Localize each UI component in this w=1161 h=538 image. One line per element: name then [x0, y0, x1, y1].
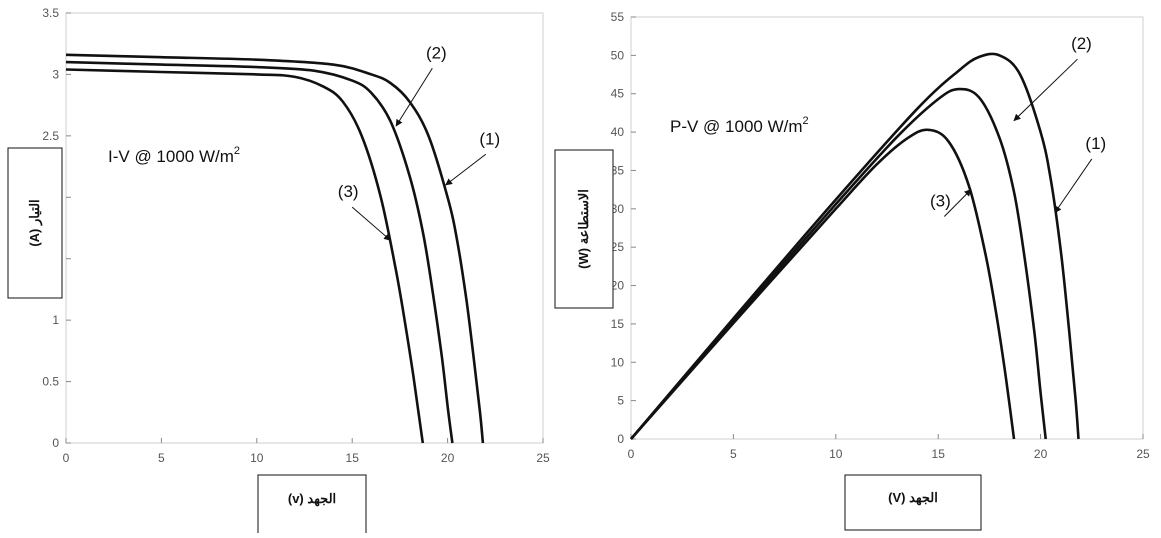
pv-annotation-arrow-3	[943, 189, 972, 217]
iv-y-label: التيار (A)	[27, 199, 43, 246]
pv-x-tick-label: 15	[932, 447, 946, 461]
pv-curves	[630, 52, 1080, 440]
iv-x-label-box: الجهد (v)	[257, 474, 367, 538]
iv-x-tick-label: 5	[158, 451, 165, 465]
pv-y-tick-label: 50	[611, 48, 625, 62]
iv-series-line-3	[65, 68, 425, 444]
iv-series-line-1	[65, 53, 485, 444]
iv-curve-label-2: (2)	[426, 43, 447, 62]
pv-series-line-3	[630, 128, 1016, 440]
pv-x-label-box: الجهد (V)	[844, 474, 982, 531]
pv-axes	[630, 16, 1144, 440]
pv-y-tick-label: 10	[611, 355, 625, 369]
pv-x-tick-label: 10	[829, 447, 843, 461]
iv-x-tick-label: 20	[441, 451, 455, 465]
iv-curve-annotations: (1) (2) (3)	[338, 43, 500, 241]
pv-x-tick-label: 5	[730, 447, 737, 461]
iv-x-tick-label: 0	[63, 451, 70, 465]
pv-curve-annotations: (1) (2) (3)	[930, 34, 1106, 217]
iv-plot-frame	[65, 12, 544, 444]
iv-y-tick-label: 0	[52, 436, 59, 450]
iv-x-tick-label: 25	[536, 451, 550, 465]
iv-axes	[65, 12, 544, 444]
iv-curve-label-3: (3)	[338, 182, 359, 201]
pv-chart: 0 5 10 15 20 25 0 5 10 15 20 25 30 35 40 45 50 55 (1) (2)…	[554, 10, 1150, 531]
pv-x-tick-label: 20	[1034, 447, 1048, 461]
iv-x-ticks: 0 5 10 15 20 25	[63, 438, 550, 465]
pv-y-tick-label: 45	[611, 87, 625, 101]
iv-y-label-box: التيار (A)	[7, 147, 63, 299]
pv-y-tick-label: 15	[611, 317, 625, 331]
iv-annotation-arrow-1	[445, 153, 487, 186]
pv-y-label: الاستطاعة (W)	[576, 189, 591, 269]
pv-x-tick-label: 25	[1136, 447, 1150, 461]
pv-x-tick-label: 0	[628, 447, 635, 461]
iv-curves	[65, 53, 485, 444]
pv-y-tick-label: 55	[611, 10, 625, 24]
pv-x-ticks: 0 5 10 15 20 25	[628, 434, 1150, 461]
pv-curve-label-3: (3)	[930, 191, 951, 210]
iv-y-tick-label: 1	[52, 313, 59, 327]
iv-x-label: الجهد (v)	[288, 491, 336, 507]
pv-y-tick-label: 35	[611, 163, 625, 177]
iv-x-tick-label: 10	[250, 451, 264, 465]
pv-series-line-1	[630, 52, 1080, 440]
pv-series-line-2	[630, 87, 1047, 440]
pv-plot-frame	[630, 16, 1144, 440]
iv-x-tick-label: 15	[346, 451, 360, 465]
iv-series-line-2	[65, 60, 454, 444]
pv-y-tick-label: 30	[611, 202, 625, 216]
iv-y-tick-label: 0.5	[42, 375, 59, 389]
pv-curve-label-1: (1)	[1085, 134, 1106, 153]
iv-annotation-title: I-V @ 1000 W/m2	[108, 145, 240, 166]
iv-curve-label-1: (1)	[479, 129, 500, 148]
iv-y-tick-label: 3	[52, 67, 59, 81]
iv-y-tick-label: 2.5	[42, 129, 59, 143]
pv-y-tick-label: 25	[611, 240, 625, 254]
pv-x-label: الجهد (V)	[888, 490, 938, 506]
pv-annotation-arrow-2	[1013, 58, 1078, 122]
pv-y-label-box: الاستطاعة (W)	[554, 149, 614, 309]
iv-annotation-arrow-2	[395, 68, 433, 127]
pv-y-ticks: 0 5 10 15 20 25 30 35 40 45 50 55	[611, 10, 636, 446]
pv-y-tick-label: 5	[617, 394, 624, 408]
iv-annotation-arrow-3	[351, 206, 391, 241]
pv-y-tick-label: 0	[617, 432, 624, 446]
iv-y-tick-label: 3.5	[42, 6, 59, 20]
pv-curve-label-2: (2)	[1071, 34, 1092, 53]
pv-y-tick-label: 40	[611, 125, 625, 139]
pv-y-tick-label: 20	[611, 279, 625, 293]
pv-annotation-arrow-1	[1054, 158, 1093, 214]
pv-annotation-title: P-V @ 1000 W/m2	[670, 115, 809, 136]
